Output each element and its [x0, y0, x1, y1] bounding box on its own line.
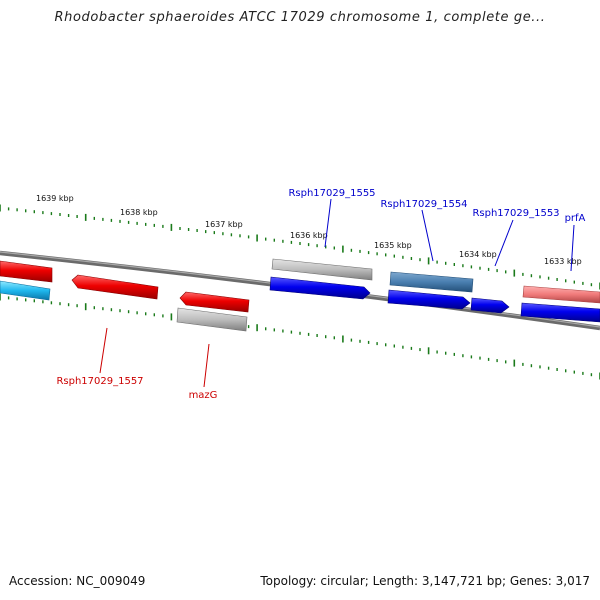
leader-rsph1553 — [494, 219, 514, 267]
scale-label-1636: 1636 kbp — [290, 231, 328, 240]
gene-label-rsph1553[interactable]: Rsph17029_1553 — [472, 208, 559, 219]
leader-rsph1555 — [324, 198, 332, 248]
accession-text: Accession: NC_009049 — [9, 574, 146, 588]
leader-mazG — [203, 343, 210, 388]
gene-rsph1555-feature[interactable] — [269, 258, 373, 300]
scale-label-1639: 1639 kbp — [36, 194, 74, 203]
leader-rsph1557 — [99, 327, 108, 374]
scale-ticks-lower — [0, 293, 600, 380]
scale-label-1637: 1637 kbp — [205, 220, 243, 229]
gene-left-edge-feature[interactable] — [0, 260, 53, 301]
scale-ticks-upper — [0, 204, 600, 290]
gene-rsph1557-feature[interactable] — [71, 274, 159, 300]
map-title: Rhodobacter sphaeroides ATCC 17029 chrom… — [54, 10, 546, 25]
gene-prfA-feature[interactable] — [520, 285, 600, 323]
gene-label-mazG[interactable]: mazG — [189, 390, 218, 401]
gene-label-rsph1557[interactable]: Rsph17029_1557 — [56, 376, 143, 387]
scale-label-1638: 1638 kbp — [120, 208, 158, 217]
genome-summary-text: Topology: circular; Length: 3,147,721 bp… — [260, 574, 590, 588]
gene-rsph1554-feature[interactable] — [387, 271, 474, 310]
scale-label-1635: 1635 kbp — [374, 241, 412, 250]
leader-prfA — [570, 224, 575, 272]
scale-label-1633: 1633 kbp — [544, 257, 582, 266]
gene-mazG-feature[interactable] — [176, 291, 250, 332]
leader-rsph1554 — [421, 209, 434, 262]
gene-rsph1553-feature[interactable] — [470, 297, 510, 314]
gene-label-rsph1554[interactable]: Rsph17029_1554 — [380, 199, 467, 210]
gene-label-prfA[interactable]: prfA — [565, 213, 586, 224]
gene-label-rsph1555[interactable]: Rsph17029_1555 — [288, 188, 375, 199]
scale-label-1634: 1634 kbp — [459, 250, 497, 259]
